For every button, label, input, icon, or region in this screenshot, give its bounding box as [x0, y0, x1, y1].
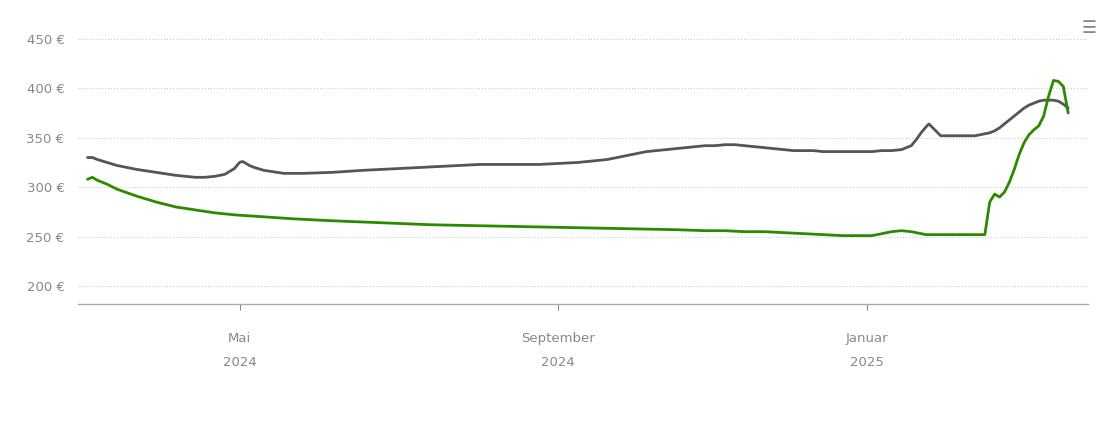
Text: 2024: 2024: [223, 356, 256, 369]
Text: September: September: [522, 332, 595, 345]
Text: Januar: Januar: [846, 332, 888, 345]
Text: 2024: 2024: [542, 356, 575, 369]
Text: ☰: ☰: [1082, 19, 1097, 37]
Legend: lose Ware, Sackware: lose Ware, Sackware: [463, 419, 703, 422]
Text: Mai: Mai: [228, 332, 251, 345]
Text: 2025: 2025: [850, 356, 884, 369]
